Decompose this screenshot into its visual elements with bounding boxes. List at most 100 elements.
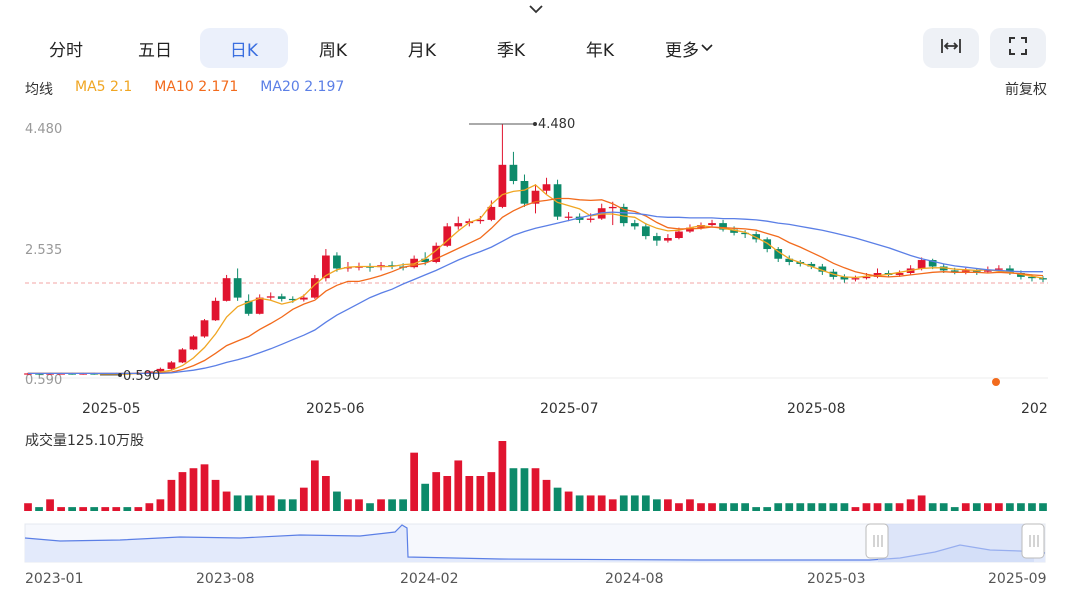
volume-bar xyxy=(355,499,363,511)
candle xyxy=(123,372,132,375)
candle xyxy=(277,293,286,302)
candle xyxy=(233,268,242,301)
volume-bar xyxy=(807,503,816,511)
volume-bar xyxy=(752,507,761,511)
candle xyxy=(333,252,341,272)
candle xyxy=(730,226,738,236)
volume-bar xyxy=(465,476,474,511)
candle-body xyxy=(454,223,463,227)
volume-bar xyxy=(410,452,419,511)
tab-quarterly-k[interactable]: 季K xyxy=(467,28,555,68)
volume-bar xyxy=(939,503,948,511)
candle xyxy=(972,268,981,275)
candle-body xyxy=(664,238,672,241)
high-annotation-label: 4.480 xyxy=(538,117,575,132)
fit-width-icon xyxy=(939,37,963,59)
candle-body xyxy=(465,221,474,224)
candle-body xyxy=(432,245,441,262)
candle-body xyxy=(366,266,374,268)
tab-intraday[interactable]: 分时 xyxy=(22,28,110,68)
date-tick-1: 2025-06 xyxy=(306,401,365,417)
candle-body xyxy=(156,368,165,372)
volume-bar xyxy=(145,503,154,511)
fit-width-button[interactable] xyxy=(923,28,979,68)
tab-more[interactable]: 更多 xyxy=(645,28,733,68)
tab-daily-k[interactable]: 日K xyxy=(200,28,288,68)
candle xyxy=(299,294,308,302)
candle-body xyxy=(575,216,584,220)
candle-body xyxy=(697,225,705,228)
candle-body xyxy=(24,373,32,375)
tab-monthly-k[interactable]: 月K xyxy=(378,28,466,68)
navigator-selection[interactable] xyxy=(878,524,1034,562)
volume-bar xyxy=(101,507,110,511)
candle-body xyxy=(421,258,430,262)
tab-weekly-k[interactable]: 周K xyxy=(289,28,377,68)
candle xyxy=(818,263,827,275)
tab-monthly-k-label: 月K xyxy=(407,40,437,61)
candle-body xyxy=(344,267,352,269)
candle-body xyxy=(730,229,738,233)
candle xyxy=(884,270,893,278)
candle xyxy=(57,372,65,375)
volume-bar xyxy=(123,507,132,511)
candle-body xyxy=(1039,278,1047,280)
candle xyxy=(983,266,992,273)
candle xyxy=(355,262,363,271)
candle xyxy=(895,270,904,277)
volume-bar xyxy=(344,499,352,511)
navigator-left-handle[interactable] xyxy=(865,523,889,559)
candle xyxy=(597,203,606,220)
candle-body xyxy=(476,219,485,222)
candle xyxy=(366,263,374,272)
ma20-line xyxy=(28,211,1043,375)
volume-bar xyxy=(244,495,253,511)
candle-body xyxy=(222,278,231,301)
volume-bar xyxy=(686,499,694,511)
candle-body xyxy=(310,278,319,298)
nav-date-4: 2025-03 xyxy=(807,571,866,587)
fullscreen-button[interactable] xyxy=(990,28,1046,68)
ma-lines-layer xyxy=(28,184,1044,375)
high-annotation: 4.480 xyxy=(469,117,575,132)
candle xyxy=(1028,274,1036,282)
candle-body xyxy=(818,266,827,272)
candle xyxy=(829,269,838,280)
date-tick-4: 202 xyxy=(1021,401,1048,417)
candle-body xyxy=(829,271,838,277)
candle xyxy=(432,242,441,264)
candle-body xyxy=(851,278,860,280)
candle xyxy=(310,274,319,299)
ma5-legend: MA5 2.1 xyxy=(75,79,133,95)
tab-five-day[interactable]: 五日 xyxy=(111,28,199,68)
ma10-line xyxy=(28,197,1044,375)
candle xyxy=(244,294,253,316)
nav-date-1: 2023-08 xyxy=(196,571,255,587)
volume-bar xyxy=(178,472,187,511)
collapse-chevron-button[interactable] xyxy=(526,0,546,16)
candle-body xyxy=(608,206,617,209)
tab-yearly-k[interactable]: 年K xyxy=(556,28,644,68)
volume-bar xyxy=(575,495,584,511)
date-tick-3: 2025-08 xyxy=(787,401,846,417)
candle-body xyxy=(1017,272,1025,277)
navigator-right-handle[interactable] xyxy=(1021,523,1045,559)
volume-bar xyxy=(829,503,838,511)
candle xyxy=(178,348,187,364)
price-adjust-toggle[interactable]: 前复权 xyxy=(1005,82,1047,98)
candle xyxy=(476,215,485,224)
volume-bar xyxy=(156,499,165,511)
candle xyxy=(553,179,562,220)
chevron-down-icon xyxy=(528,0,544,18)
candle xyxy=(189,335,198,351)
volume-bar xyxy=(233,495,242,511)
volume-bar xyxy=(862,503,871,511)
volume-bar xyxy=(531,468,540,511)
candle xyxy=(520,174,529,207)
candle-body xyxy=(686,227,694,232)
candle-body xyxy=(498,164,507,207)
tab-quarterly-k-label: 季K xyxy=(496,40,526,61)
tab-five-day-label: 五日 xyxy=(138,40,172,61)
candle-body xyxy=(509,164,518,182)
candle xyxy=(531,184,540,214)
